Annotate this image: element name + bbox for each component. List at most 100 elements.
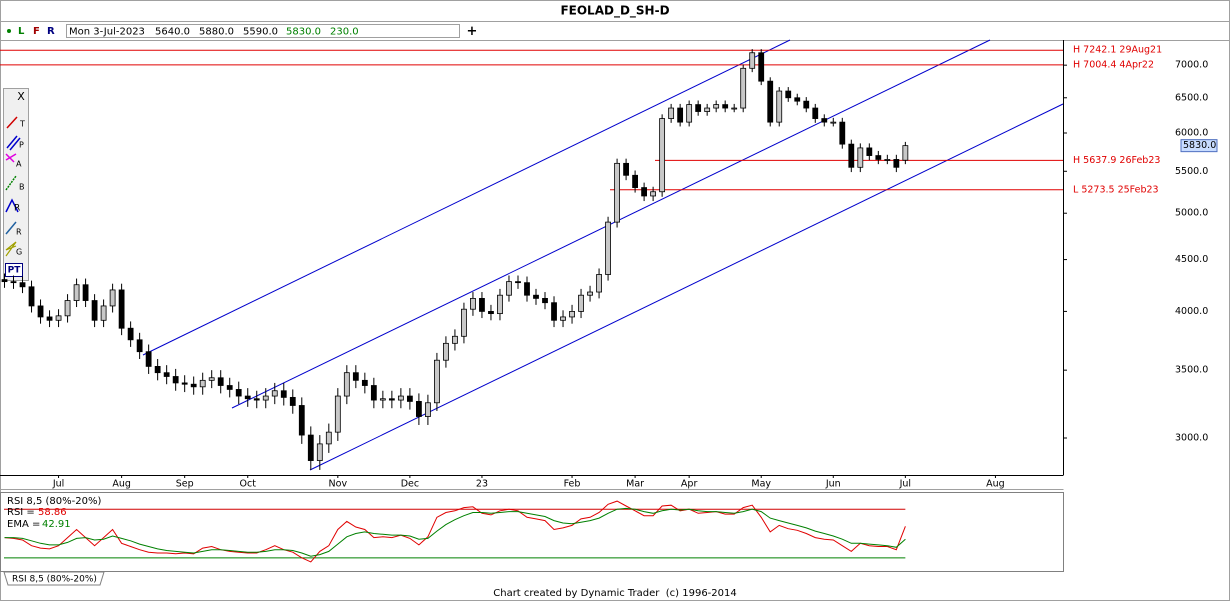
candle-body: [154, 366, 161, 374]
candle-body: [425, 402, 431, 417]
candle-body: [758, 52, 765, 82]
y-tick-label: 6500.0: [1175, 92, 1208, 103]
candle-body: [506, 281, 512, 296]
candle-body: [596, 274, 602, 293]
candle-body: [253, 398, 260, 401]
rsi-tab[interactable]: [3, 571, 105, 586]
candle-body: [145, 351, 152, 367]
candle-body: [109, 289, 116, 307]
y-tick-label: 3500.0: [1175, 365, 1208, 376]
candle-body: [208, 377, 215, 381]
level-label: H 7004.4 4Apr22: [1073, 59, 1154, 70]
legend-label: RSI =: [7, 507, 35, 518]
add-button[interactable]: +: [467, 24, 478, 39]
footer: Chart created by Dynamic Trader (c) 1996…: [493, 588, 737, 599]
tool-label[interactable]: R: [14, 204, 20, 214]
candle-body: [704, 107, 711, 112]
candle-body: [821, 118, 828, 123]
x-tick-label: 23: [476, 479, 488, 490]
candle-body: [388, 398, 395, 401]
tool-label[interactable]: A: [16, 160, 22, 169]
candle-body: [307, 434, 314, 461]
candle-body: [848, 143, 855, 168]
candle-body: [695, 104, 702, 112]
candle-body: [415, 401, 422, 417]
candle-body: [587, 291, 593, 296]
tool-label[interactable]: B: [19, 183, 25, 192]
candle-body: [893, 159, 900, 168]
candle-body: [632, 174, 638, 188]
rsi-tab-label[interactable]: RSI 8,5 (80%-20%): [12, 575, 97, 585]
series-line: [4, 500, 906, 563]
candle-body: [298, 405, 305, 436]
candle-body: [1, 279, 8, 283]
candle-body: [866, 147, 873, 156]
candle-body: [82, 284, 89, 301]
x-tick-label: Aug: [112, 479, 131, 490]
candle-body: [316, 443, 323, 461]
candle-body: [325, 431, 332, 445]
candle-body: [452, 335, 458, 344]
candle-body: [830, 121, 837, 124]
tool-label[interactable]: G: [16, 248, 22, 257]
candle-body: [28, 286, 35, 307]
candle-body: [181, 382, 188, 385]
candle-body: [352, 372, 359, 381]
candle-body: [839, 121, 846, 145]
candle-body: [686, 104, 693, 123]
x-tick-label: Nov: [329, 479, 348, 490]
tool-icon[interactable]: [5, 221, 17, 235]
candle-body: [163, 372, 170, 377]
x-tick-label: Jun: [825, 479, 841, 490]
x-tick-label: Dec: [401, 479, 419, 490]
candle-body: [875, 155, 882, 160]
candle-body: [199, 379, 206, 388]
x-tick-label: Jul: [899, 479, 911, 490]
trend-line[interactable]: [142, 39, 791, 356]
tool-icon[interactable]: [9, 137, 21, 151]
legend-label: EMA =: [7, 519, 40, 530]
tool-label[interactable]: PT: [8, 266, 22, 276]
candle-body: [668, 107, 675, 119]
x-tick-label: Aug: [986, 479, 1005, 490]
tool-label[interactable]: T: [19, 120, 25, 129]
tool-icon[interactable]: [6, 135, 18, 149]
info-change: 230.0: [330, 27, 359, 38]
series-line: [4, 507, 906, 557]
tool-icon[interactable]: [6, 116, 18, 129]
candle-body: [406, 395, 413, 402]
tool-icon[interactable]: [5, 153, 15, 163]
trend-line[interactable]: [231, 39, 991, 409]
candle-body: [740, 67, 747, 109]
candle-body: [46, 316, 53, 321]
candle-body: [794, 97, 801, 102]
candle-body: [172, 376, 179, 384]
tool-icon[interactable]: [5, 153, 17, 161]
candle-body: [64, 300, 71, 317]
candle-body: [91, 300, 98, 321]
tool-label[interactable]: R: [16, 228, 22, 237]
x-tick-label: Mar: [626, 479, 644, 490]
chart-title: FEOLAD_D_SH-D: [560, 4, 669, 19]
candle-body: [767, 80, 774, 123]
candle-body: [19, 282, 26, 288]
toolbar-close[interactable]: X: [17, 90, 25, 103]
candle-body: [361, 379, 368, 386]
legend-l[interactable]: L: [18, 26, 25, 37]
candle-body: [190, 383, 197, 388]
legend-f[interactable]: F: [33, 26, 40, 37]
candle-body: [379, 398, 386, 401]
candle-body: [397, 395, 404, 401]
candle-body: [542, 297, 548, 304]
candle-body: [533, 294, 539, 299]
candle-body: [343, 372, 350, 397]
trend-line[interactable]: [309, 103, 1064, 471]
candle-body: [127, 327, 134, 341]
tool-icon[interactable]: [5, 241, 17, 257]
candle-body: [578, 294, 584, 312]
tool-label[interactable]: P: [19, 141, 24, 150]
legend-r[interactable]: R: [47, 26, 55, 37]
tool-icon[interactable]: [5, 198, 19, 213]
